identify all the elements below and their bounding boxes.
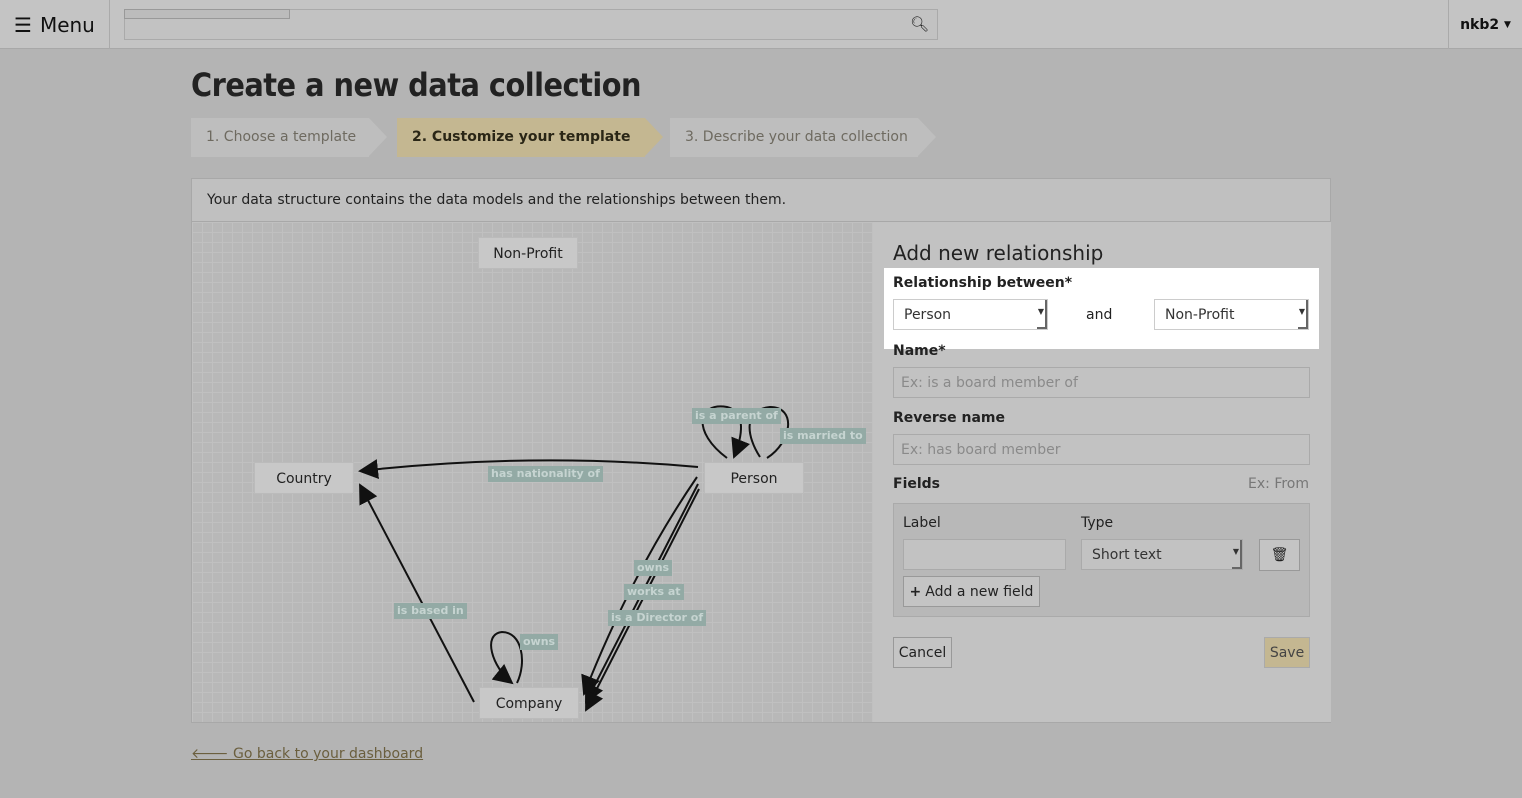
node-person[interactable]: Person xyxy=(704,462,804,494)
save-button[interactable]: Save xyxy=(1264,637,1310,668)
caret-down-icon: ▼ xyxy=(1037,300,1047,329)
top-bar: ☰ Menu 🔍︎ nkb2 ▼ xyxy=(0,0,1522,49)
label-column-header: Label xyxy=(903,515,941,531)
back-to-dashboard-link[interactable]: 🡐 Go back to your dashboard xyxy=(191,745,423,762)
page-title: Create a new data collection xyxy=(191,66,641,104)
back-link-label: Go back to your dashboard xyxy=(233,746,424,762)
edge-owns xyxy=(581,476,698,696)
fields-hint: Ex: From xyxy=(1248,476,1309,492)
search-icon[interactable]: 🔍︎ xyxy=(909,15,929,33)
reverse-name-input[interactable]: Ex: has board member xyxy=(893,434,1310,465)
field-type-select[interactable]: Short text ▼ xyxy=(1081,539,1243,570)
name-label: Name* xyxy=(893,343,946,359)
delete-field-button[interactable]: 🗑︎ xyxy=(1259,539,1300,571)
name-input[interactable]: Ex: is a board member of xyxy=(893,367,1310,398)
node-country[interactable]: Country xyxy=(254,462,354,494)
from-value: Person xyxy=(904,306,952,323)
menu-button[interactable]: ☰ Menu xyxy=(0,0,110,49)
from-model-select[interactable]: Person ▼ xyxy=(893,299,1048,330)
type-column-header: Type xyxy=(1081,515,1114,531)
username: nkb2 xyxy=(1460,16,1500,33)
caret-down-icon: ▼ xyxy=(1504,19,1511,30)
name-placeholder: Ex: is a board member of xyxy=(901,374,1078,391)
edge-label-owns: owns xyxy=(634,560,673,576)
caret-down-icon: ▼ xyxy=(1232,540,1242,569)
search-input[interactable]: 🔍︎ xyxy=(124,9,938,40)
user-menu[interactable]: nkb2 ▼ xyxy=(1448,0,1522,49)
add-field-label: Add a new field xyxy=(925,583,1034,600)
edge-label-parent: is a parent of xyxy=(692,408,781,424)
edge-label-married: is married to xyxy=(780,428,866,444)
form-title: Add new relationship xyxy=(893,241,1104,265)
panel-description: Your data structure contains the data mo… xyxy=(192,179,1330,222)
arrow-left-icon: 🡐 xyxy=(191,746,229,762)
to-value: Non-Profit xyxy=(1165,306,1235,323)
cancel-button[interactable]: Cancel xyxy=(893,637,952,668)
edge-label-works-at: works at xyxy=(624,584,684,600)
edge-label-based-in: is based in xyxy=(394,603,467,619)
edge-label-director: is a Director of xyxy=(608,610,707,626)
field-label-input[interactable] xyxy=(903,539,1066,570)
edge-parent-loop xyxy=(701,405,750,459)
add-field-button[interactable]: + Add a new field xyxy=(903,576,1040,607)
reverse-placeholder: Ex: has board member xyxy=(901,441,1061,458)
between-label: Relationship between* xyxy=(893,275,1073,291)
fields-label: Fields xyxy=(893,476,941,492)
to-model-select[interactable]: Non-Profit ▼ xyxy=(1154,299,1309,330)
type-value: Short text xyxy=(1092,546,1162,563)
graph-canvas[interactable]: Non-Profit Country Person Company is a p… xyxy=(192,222,873,722)
caret-down-icon: ▼ xyxy=(1298,300,1308,329)
step-customize-template[interactable]: 2. Customize your template xyxy=(397,118,663,157)
step-choose-template[interactable]: 1. Choose a template xyxy=(191,118,387,157)
edge-label-nationality: has nationality of xyxy=(488,466,603,482)
edge-has-nationality xyxy=(358,459,699,479)
and-label: and xyxy=(1086,307,1113,323)
hamburger-icon: ☰ xyxy=(14,12,32,37)
search-tab xyxy=(124,9,290,19)
reverse-name-label: Reverse name xyxy=(893,410,1005,426)
plus-icon: + xyxy=(909,583,922,600)
node-company[interactable]: Company xyxy=(479,687,579,719)
edge-owns-loop xyxy=(490,630,523,685)
edge-based-in xyxy=(359,483,475,703)
edge-label-owns-self: owns xyxy=(520,634,559,650)
trash-icon: 🗑︎ xyxy=(1270,547,1289,563)
menu-label: Menu xyxy=(39,12,95,37)
step-describe-collection[interactable]: 3. Describe your data collection xyxy=(670,118,936,157)
node-non-profit[interactable]: Non-Profit xyxy=(478,237,578,269)
